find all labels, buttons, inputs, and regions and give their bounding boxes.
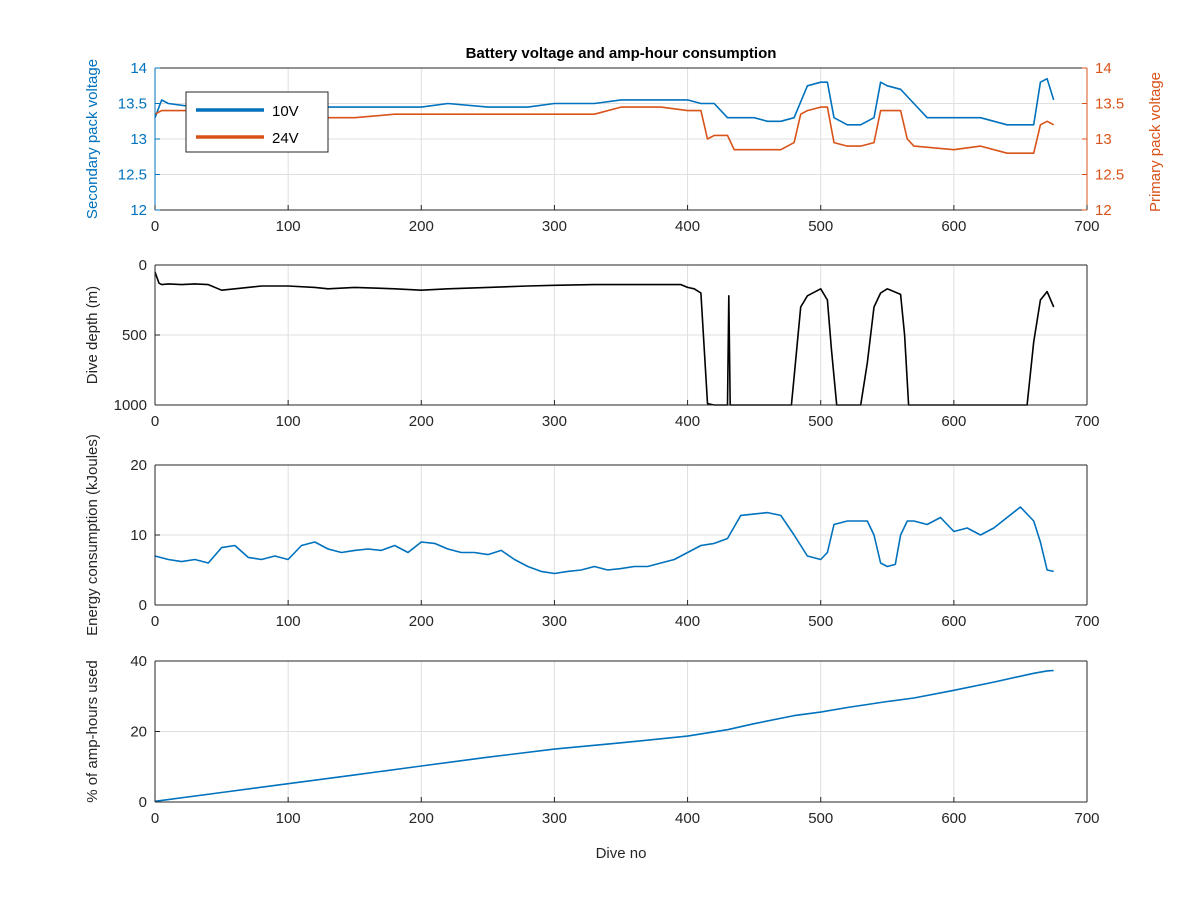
x-tick-label: 400 xyxy=(675,218,700,235)
x-tick-label: 0 xyxy=(151,218,159,235)
y-tick-label: 10 xyxy=(130,527,147,544)
legend-box xyxy=(185,91,329,153)
y-tick-label: 12.5 xyxy=(118,167,147,184)
x-tick-label: 600 xyxy=(941,413,966,430)
y-axis-label: % of amp-hours used xyxy=(84,660,101,803)
legend-label-10v: 10V xyxy=(272,103,299,120)
x-tick-label: 600 xyxy=(941,810,966,827)
x-tick-label: 0 xyxy=(151,413,159,430)
y-tick-label: 14 xyxy=(130,60,147,77)
x-tick-label: 400 xyxy=(675,613,700,630)
x-tick-label: 400 xyxy=(675,413,700,430)
x-tick-label: 100 xyxy=(276,810,301,827)
x-tick-label: 700 xyxy=(1074,413,1099,430)
x-axis-label: Dive no xyxy=(596,845,647,862)
series-line-2-0 xyxy=(154,506,1054,575)
legend-label-24v: 24V xyxy=(272,130,299,147)
x-tick-label: 100 xyxy=(276,613,301,630)
y-right-tick-label: 13.5 xyxy=(1095,96,1124,113)
y-tick-label: 500 xyxy=(122,327,147,344)
x-tick-label: 200 xyxy=(409,613,434,630)
y-tick-label: 1000 xyxy=(114,397,147,414)
x-tick-label: 300 xyxy=(542,810,567,827)
x-tick-label: 600 xyxy=(941,613,966,630)
x-tick-label: 0 xyxy=(151,810,159,827)
x-tick-label: 700 xyxy=(1074,218,1099,235)
y-tick-label: 0 xyxy=(139,794,147,811)
y-tick-label: 13.5 xyxy=(118,96,147,113)
x-tick-label: 500 xyxy=(808,810,833,827)
y-tick-label: 0 xyxy=(139,257,147,274)
x-tick-label: 700 xyxy=(1074,810,1099,827)
x-tick-label: 200 xyxy=(409,218,434,235)
chart-title: Battery voltage and amp-hour consumption xyxy=(466,45,777,62)
x-tick-label: 500 xyxy=(808,413,833,430)
series-line-3-0 xyxy=(154,669,1054,803)
x-tick-label: 300 xyxy=(542,413,567,430)
x-tick-label: 200 xyxy=(409,413,434,430)
x-tick-label: 300 xyxy=(542,613,567,630)
series-line-1-0 xyxy=(154,271,1055,406)
y-axis-label: Dive depth (m) xyxy=(84,286,101,384)
x-tick-label: 100 xyxy=(276,218,301,235)
y-right-tick-label: 12 xyxy=(1095,202,1112,219)
y-right-tick-label: 14 xyxy=(1095,60,1112,77)
x-tick-label: 100 xyxy=(276,413,301,430)
y-tick-label: 0 xyxy=(139,597,147,614)
y-tick-label: 13 xyxy=(130,131,147,148)
y-axis-label: Secondary pack voltage xyxy=(84,59,101,219)
x-tick-label: 500 xyxy=(808,218,833,235)
y-right-tick-label: 13 xyxy=(1095,131,1112,148)
x-tick-label: 300 xyxy=(542,218,567,235)
x-tick-label: 600 xyxy=(941,218,966,235)
y-right-tick-label: 12.5 xyxy=(1095,167,1124,184)
x-tick-label: 500 xyxy=(808,613,833,630)
y-tick-label: 20 xyxy=(130,457,147,474)
y-tick-label: 12 xyxy=(130,202,147,219)
series-line-24v xyxy=(154,106,1055,154)
x-tick-label: 0 xyxy=(151,613,159,630)
y-tick-label: 40 xyxy=(130,653,147,670)
x-tick-label: 200 xyxy=(409,810,434,827)
y-right-axis-label: Primary pack voltage xyxy=(1147,72,1164,212)
series-line-10v xyxy=(154,77,1055,126)
y-tick-label: 20 xyxy=(130,724,147,741)
x-tick-label: 400 xyxy=(675,810,700,827)
x-tick-label: 700 xyxy=(1074,613,1099,630)
y-axis-label: Energy consumption (kJoules) xyxy=(84,434,101,636)
